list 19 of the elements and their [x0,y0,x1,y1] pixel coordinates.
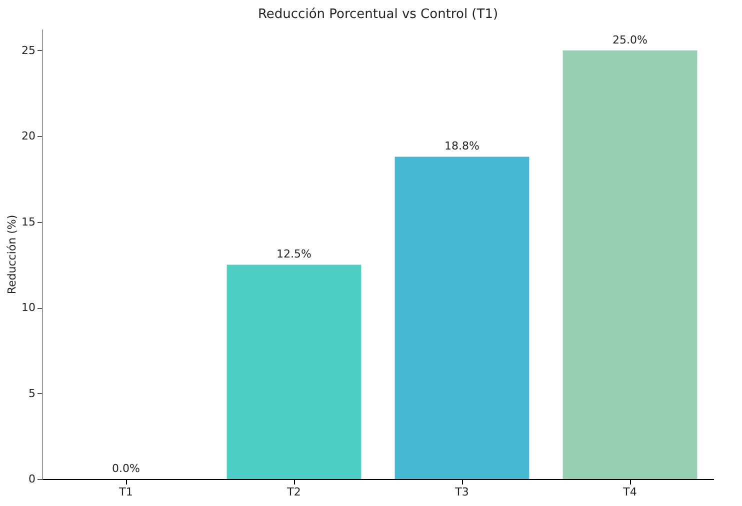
y-tick-label: 5 [28,386,36,400]
x-tick-label: T2 [286,486,301,498]
bar [394,156,530,479]
data-label: 25.0% [612,33,648,46]
bar [562,50,698,479]
x-tick-label: T1 [118,486,133,498]
chart-title: Reducción Porcentual vs Control (T1) [258,7,498,22]
y-axis-title: Reducción (%) [6,214,19,294]
x-tick-label: T3 [454,486,469,498]
bar [226,264,362,479]
y-tick-label: 20 [22,130,36,143]
y-tick-label: 15 [22,215,36,228]
data-label: 0.0% [112,462,140,475]
y-tick-label: 0 [28,472,36,486]
data-label: 18.8% [444,140,480,153]
y-tick-label: 25 [22,44,36,57]
x-tick-label: T4 [622,486,637,498]
y-tick-label: 10 [22,301,36,314]
data-label: 12.5% [276,248,312,261]
